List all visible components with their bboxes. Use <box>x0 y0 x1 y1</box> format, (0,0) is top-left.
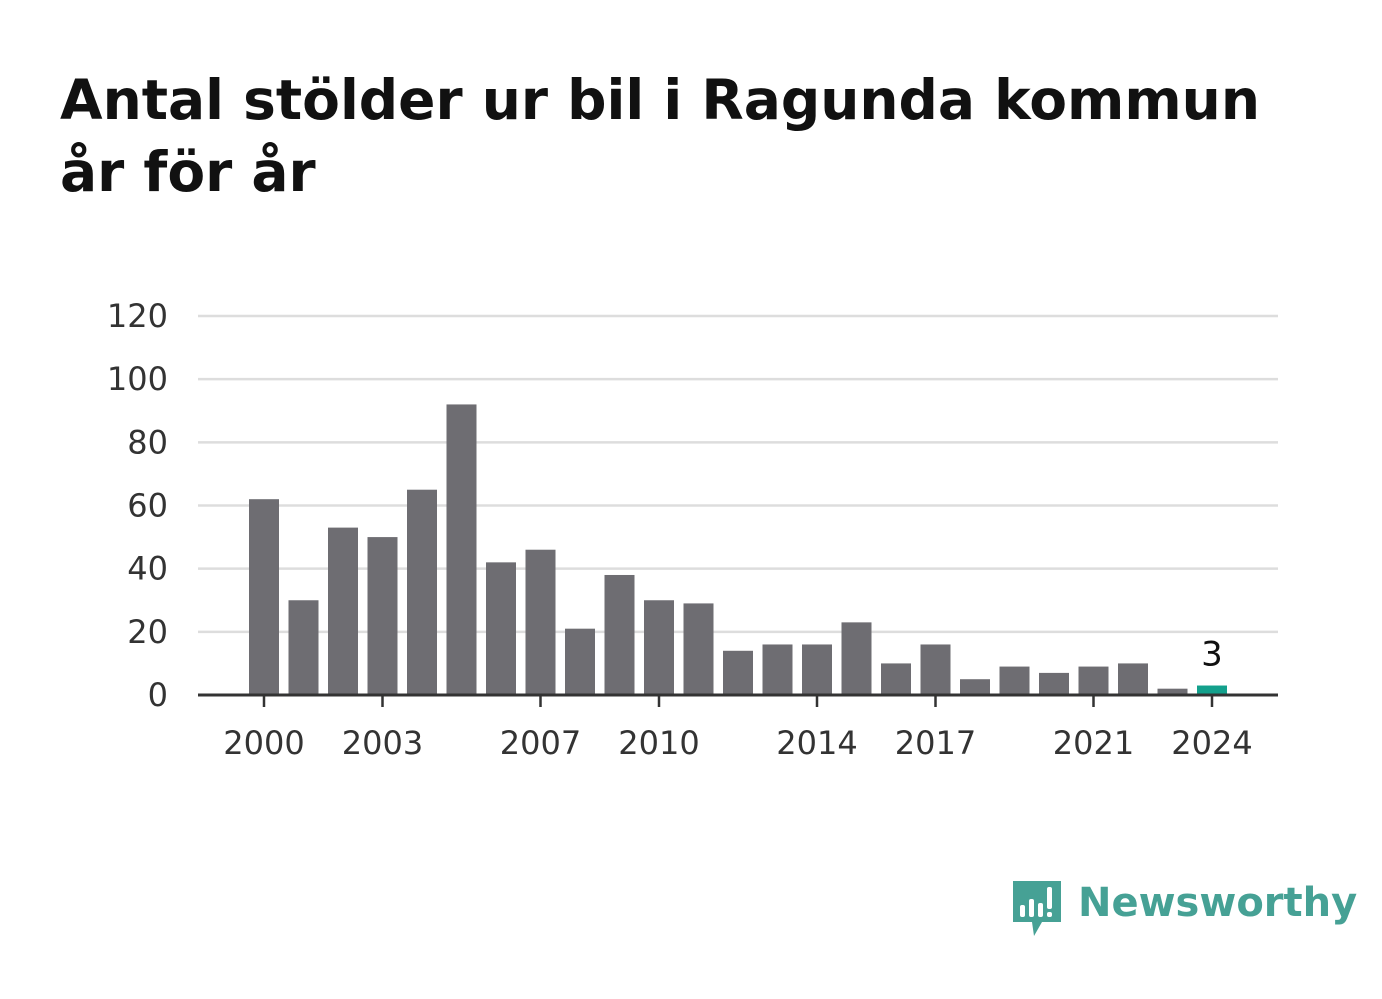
y-tick-label: 120 <box>107 297 168 335</box>
bar-2022 <box>1118 663 1148 695</box>
bars <box>249 404 1227 695</box>
bar-2024 <box>1197 685 1227 695</box>
bar-2018 <box>960 679 990 695</box>
x-tick-label: 2021 <box>1053 724 1134 762</box>
y-tick-label: 20 <box>127 613 168 651</box>
bar-2020 <box>1039 672 1069 695</box>
bar-2001 <box>288 600 319 695</box>
bar-2009 <box>604 574 635 695</box>
bar-2014 <box>802 644 832 695</box>
x-tick-label: 2024 <box>1171 724 1252 762</box>
x-tick-label: 2014 <box>776 724 857 762</box>
x-tick-label: 2007 <box>500 724 581 762</box>
chart-title: Antal stölder ur bil i Ragunda kommun år… <box>60 68 1260 204</box>
bar-2003 <box>367 537 398 695</box>
y-tick-label: 0 <box>148 676 168 714</box>
bar-2012 <box>723 650 753 695</box>
bar-2015 <box>841 622 872 695</box>
bar-2005 <box>446 404 477 695</box>
bar-2021 <box>1078 666 1109 695</box>
x-tick-label: 2000 <box>223 724 304 762</box>
y-tick-label: 80 <box>127 423 168 461</box>
bar-chart-speech-bubble-icon <box>1013 881 1061 936</box>
x-axis-ticks: 2000 2003 2007 2010 2014 2017 2021 2024 <box>223 695 1253 762</box>
newsworthy-logo: Newsworthy <box>1010 878 1357 942</box>
y-axis-ticks: 0 20 40 60 80 100 120 <box>107 297 168 714</box>
grid-lines <box>198 314 1278 634</box>
bar-2008 <box>565 628 595 695</box>
brand-name: Newsworthy <box>1078 880 1358 926</box>
data-label-2024: 3 <box>1201 635 1223 675</box>
bar-2011 <box>683 603 714 695</box>
bar-2013 <box>762 644 793 695</box>
x-tick-label: 2010 <box>618 724 699 762</box>
data-labels: 3 <box>1201 635 1223 675</box>
x-tick-label: 2017 <box>895 724 976 762</box>
bar-2016 <box>881 663 911 695</box>
bar-2000 <box>249 499 279 695</box>
bar-2004 <box>407 489 437 695</box>
bar-chart: 0 20 40 60 80 100 120 2000 2003 2007 2010 2014 2017… <box>107 297 1278 762</box>
bar-2007 <box>525 549 556 695</box>
bar-2019 <box>999 666 1030 695</box>
y-tick-label: 40 <box>127 550 168 588</box>
y-tick-label: 60 <box>127 487 168 525</box>
bar-2002 <box>328 527 358 695</box>
bar-2010 <box>644 600 674 695</box>
bar-2017 <box>920 644 951 695</box>
x-tick-label: 2003 <box>342 724 423 762</box>
bar-2006 <box>486 562 516 695</box>
y-tick-label: 100 <box>107 360 168 398</box>
bar-2023 <box>1157 688 1188 695</box>
